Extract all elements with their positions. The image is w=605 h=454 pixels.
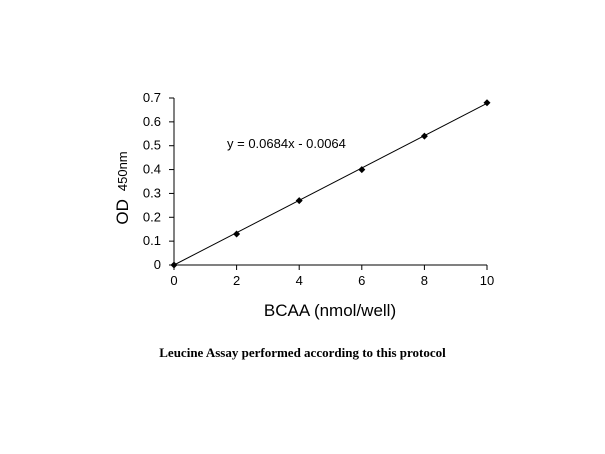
y-tick-label: 0.3	[143, 185, 161, 200]
data-point	[295, 197, 303, 205]
y-ticks: 0 0.1 0.2 0.3 0.4 0.5 0.6 0.7	[143, 90, 174, 272]
trendline-group	[173, 102, 488, 266]
y-tick-label: 0.7	[143, 90, 161, 105]
y-axis-title-sub: 450nm	[115, 151, 130, 191]
x-ticks: 0 2 4 6 8 10	[170, 265, 494, 288]
y-tick-label: 0	[154, 257, 161, 272]
x-tick-label: 8	[421, 273, 428, 288]
y-tick-label: 0.5	[143, 138, 161, 153]
data-point	[358, 166, 366, 174]
data-point	[420, 132, 428, 140]
y-axis-title: OD 450nm	[113, 151, 132, 224]
x-tick-label: 4	[296, 273, 303, 288]
data-point	[483, 99, 491, 107]
data-point	[170, 261, 178, 269]
x-tick-label: 2	[233, 273, 240, 288]
data-point	[233, 230, 241, 238]
x-tick-label: 0	[170, 273, 177, 288]
y-axis-title-main: OD	[113, 199, 132, 225]
x-axis-title: BCAA (nmol/well)	[264, 301, 396, 320]
data-points	[170, 99, 491, 269]
y-tick-label: 0.6	[143, 114, 161, 129]
y-tick-label: 0.1	[143, 233, 161, 248]
y-tick-label: 0.4	[143, 162, 161, 177]
trendline	[173, 102, 488, 266]
x-tick-label: 6	[358, 273, 365, 288]
trendline-equation: y = 0.0684x - 0.0064	[227, 136, 346, 151]
axes	[173, 98, 487, 266]
y-tick-label: 0.2	[143, 209, 161, 224]
figure-caption: Leucine Assay performed according to thi…	[159, 345, 446, 360]
x-tick-label: 10	[480, 273, 494, 288]
